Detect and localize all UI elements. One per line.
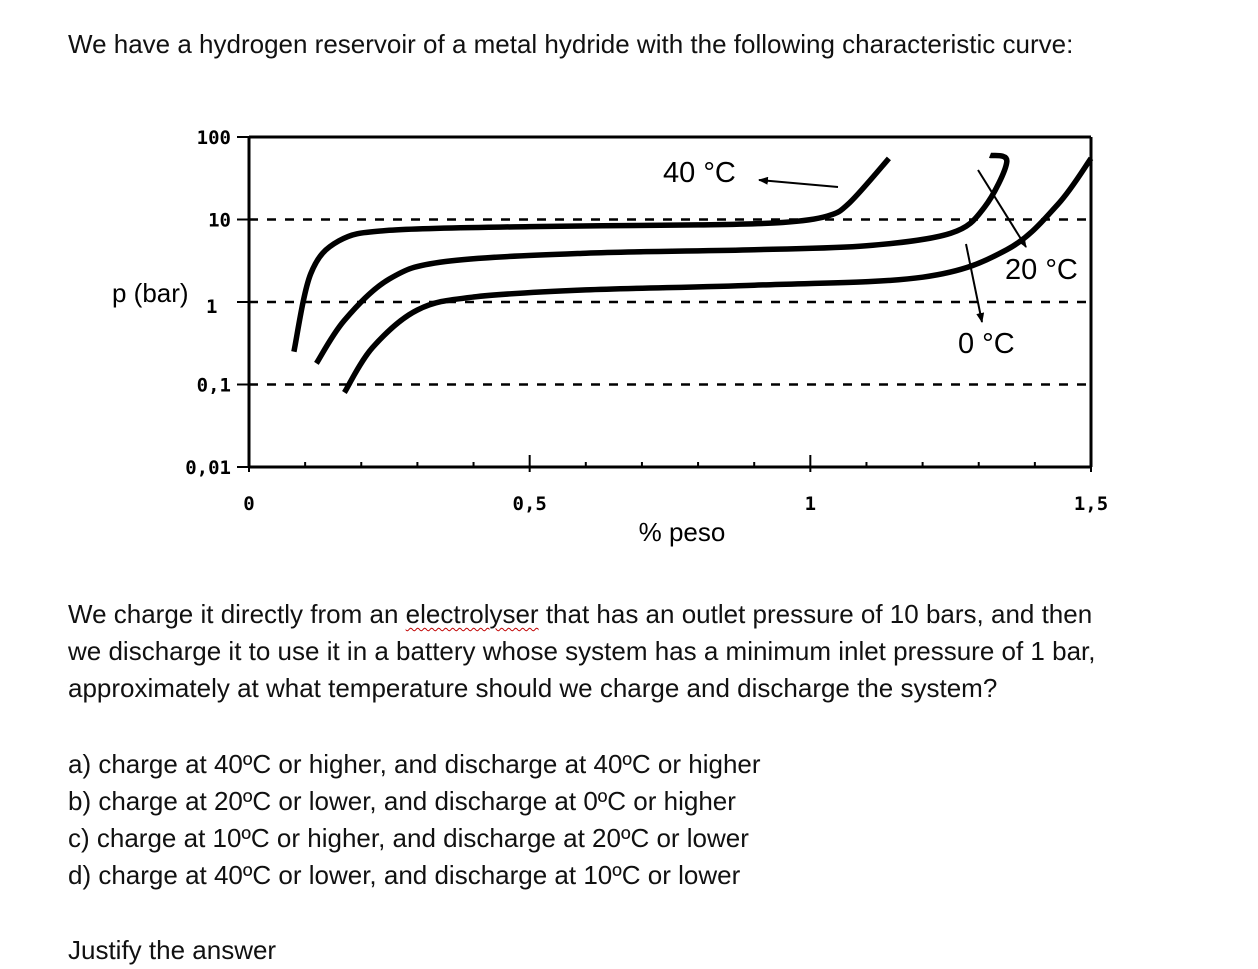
y-tick-label: 10	[208, 210, 231, 232]
chart-grid	[249, 218, 1091, 386]
y-axis-label: p (bar)	[112, 278, 189, 308]
curve-20c	[314, 152, 1010, 365]
leader-0c	[965, 243, 985, 323]
x-axis-label: % peso	[639, 517, 726, 547]
y-tick-label: 0,01	[185, 457, 231, 479]
x-tick-label: 1	[805, 493, 816, 515]
option-a: a) charge at 40ºC or higher, and dischar…	[68, 749, 761, 779]
spellcheck-word: electrolyser	[405, 599, 539, 629]
y-tick-label: 1	[206, 296, 217, 318]
intro-text: We have a hydrogen reservoir of a metal …	[68, 29, 1074, 59]
question-text: We charge it directly from an electrolys…	[68, 596, 1208, 707]
question-line-2: we discharge it to use it in a battery w…	[68, 636, 1096, 666]
leader-20c	[977, 169, 1027, 248]
justify-text: Justify the answer	[68, 935, 277, 965]
option-c: c) charge at 10ºC or higher, and dischar…	[68, 823, 749, 853]
question-line-3: approximately at what temperature should…	[68, 673, 998, 703]
y-tick-label: 0,1	[197, 375, 231, 397]
chart-axes	[237, 135, 1093, 472]
annotation-40c: 40 °C	[663, 157, 736, 189]
annotation-20c: 20 °C	[1005, 254, 1078, 286]
x-tick-label: 0	[243, 493, 254, 515]
option-b: b) charge at 20ºC or lower, and discharg…	[68, 786, 736, 816]
option-d: d) charge at 40ºC or lower, and discharg…	[68, 860, 741, 890]
y-tick-label: 100	[197, 127, 231, 149]
x-tick-label: 0,5	[513, 493, 547, 515]
curve-40c	[291, 156, 891, 353]
question-line-1-end: that has an outlet pressure of 10 bars, …	[538, 599, 1093, 629]
x-tick-label: 1,5	[1074, 493, 1108, 515]
question-line-1: We charge it directly from an electrolys…	[68, 596, 1208, 633]
leader-40c	[758, 176, 839, 188]
chart-annotations: 40 °C 20 °C 0 °C	[663, 157, 1078, 360]
answer-options: a) charge at 40ºC or higher, and dischar…	[68, 746, 761, 894]
annotation-0c: 0 °C	[958, 328, 1015, 360]
question-line-1-start: We charge it directly from an	[68, 599, 406, 629]
